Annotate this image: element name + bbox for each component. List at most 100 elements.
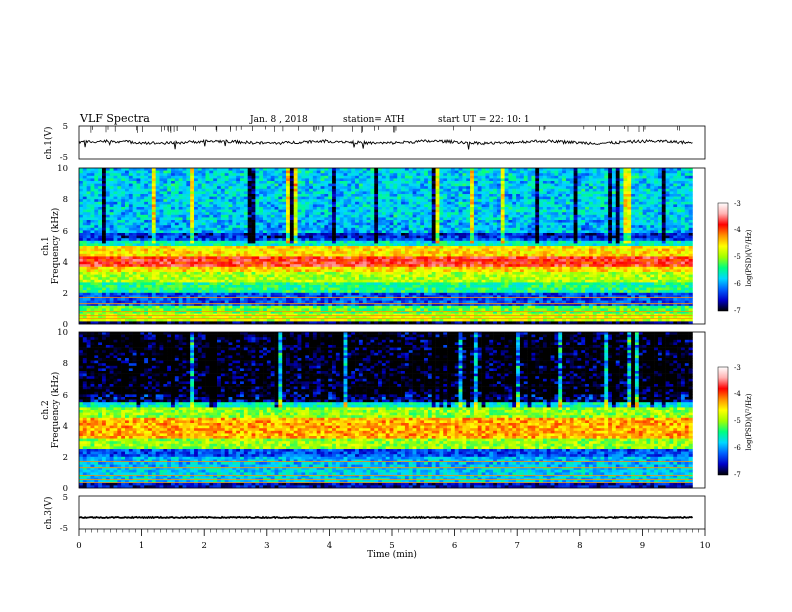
spectrogram-cell xyxy=(156,277,160,280)
spectrogram-cell xyxy=(102,197,106,200)
spectrogram-cell xyxy=(298,254,302,257)
spectrogram-cell xyxy=(378,293,382,296)
spectrogram-cell xyxy=(286,173,290,176)
spectrogram-cell xyxy=(183,228,187,231)
spectrogram-cell xyxy=(282,207,286,210)
spectrogram-cell xyxy=(317,186,321,189)
spectrogram-cell xyxy=(340,173,344,176)
spectrogram-cell xyxy=(202,220,206,223)
spectrogram-cell xyxy=(225,171,229,174)
spectrogram-cell xyxy=(232,267,236,270)
spectrogram-cell xyxy=(378,241,382,244)
spectrogram-cell xyxy=(229,173,233,176)
spectrogram-cell xyxy=(321,178,325,181)
spectrogram-cell xyxy=(217,204,221,207)
spectrogram-cell xyxy=(252,241,256,244)
spectrogram-cell xyxy=(321,251,325,254)
spectrogram-cell xyxy=(382,171,386,174)
spectrogram-cell xyxy=(370,254,374,257)
spectrogram-cell xyxy=(332,243,336,246)
spectrogram-cell xyxy=(359,259,363,262)
spectrogram-cell xyxy=(129,233,133,236)
spectrogram-cell xyxy=(359,186,363,189)
spectrogram-cell xyxy=(248,204,252,207)
spectrogram-cell xyxy=(374,259,378,262)
spectrogram-cell xyxy=(137,204,141,207)
spectrogram-cell xyxy=(344,225,348,228)
spectrogram-cell xyxy=(110,256,114,259)
spectrogram-cell xyxy=(340,233,344,236)
spectrogram-cell xyxy=(206,285,210,288)
spectrogram-cell xyxy=(106,217,110,220)
spectrogram-cell xyxy=(301,191,305,194)
spectrogram-cell xyxy=(301,301,305,304)
spectrogram-cell xyxy=(355,176,359,179)
spectrogram-cell xyxy=(94,207,98,210)
spectrogram-cell xyxy=(259,189,263,192)
spectrogram-cell xyxy=(351,212,355,215)
spectrogram-cell xyxy=(367,277,371,280)
spectrogram-cell xyxy=(202,181,206,184)
spectrogram-cell xyxy=(278,251,282,254)
spectrogram-cell xyxy=(229,269,233,272)
spectrogram-cell xyxy=(121,225,125,228)
spectrogram-cell xyxy=(370,249,374,252)
spectrogram-cell xyxy=(87,293,91,296)
spectrogram-cell xyxy=(278,246,282,249)
spectrogram-cell xyxy=(267,246,271,249)
spectrogram-cell xyxy=(221,184,225,187)
spectrogram-cell xyxy=(259,191,263,194)
spectrogram-cell xyxy=(351,223,355,226)
spectrogram-cell xyxy=(328,236,332,239)
spectrogram-cell xyxy=(351,202,355,205)
spectrogram-cell xyxy=(336,236,340,239)
spectrogram-cell xyxy=(252,184,256,187)
spectrogram-cell xyxy=(332,251,336,254)
spectrogram-cell xyxy=(110,186,114,189)
spectrogram-cell xyxy=(386,319,390,322)
spectrogram-cell xyxy=(263,280,267,283)
spectrogram-cell xyxy=(148,280,152,283)
spectrogram-cell xyxy=(263,202,267,205)
spectrogram-cell xyxy=(140,186,144,189)
spectrogram-cell xyxy=(125,215,129,218)
spectrogram-cell xyxy=(347,212,351,215)
spectrogram-cell xyxy=(374,178,378,181)
spectrogram-cell xyxy=(198,272,202,275)
spectrogram-cell xyxy=(133,223,137,226)
spectrogram-cell xyxy=(225,194,229,197)
spectrogram-cell xyxy=(259,241,263,244)
spectrogram-cell xyxy=(202,264,206,267)
spectrogram-cell xyxy=(114,280,118,283)
spectrogram-cell xyxy=(179,262,183,265)
spectrogram-cell xyxy=(321,173,325,176)
spectrogram-cell xyxy=(244,298,248,301)
spectrogram-cell xyxy=(202,293,206,296)
spectrogram-cell xyxy=(240,223,244,226)
spectrogram-cell xyxy=(355,189,359,192)
spectrogram-cell xyxy=(206,168,210,171)
spectrogram-cell xyxy=(328,230,332,233)
spectrogram-cell xyxy=(236,264,240,267)
spectrogram-cell xyxy=(252,207,256,210)
spectrogram-cell xyxy=(351,217,355,220)
spectrogram-cell xyxy=(340,285,344,288)
spectrogram-cell xyxy=(106,215,110,218)
spectrogram-cell xyxy=(190,230,194,233)
spectrogram-cell xyxy=(378,233,382,236)
spectrogram-cell xyxy=(275,168,279,171)
spectrogram-cell xyxy=(374,277,378,280)
spectrogram-cell xyxy=(87,285,91,288)
spectrogram-cell xyxy=(374,176,378,179)
spectrogram-cell xyxy=(336,225,340,228)
spectrogram-cell xyxy=(98,189,102,192)
spectrogram-cell xyxy=(213,308,217,311)
spectrogram-cell xyxy=(152,301,156,304)
spectrogram-cell xyxy=(328,199,332,202)
spectrogram-cell xyxy=(209,225,213,228)
spectrogram-cell xyxy=(137,251,141,254)
spectrogram-cell xyxy=(317,184,321,187)
spectrogram-cell xyxy=(355,301,359,304)
spectrogram-cell xyxy=(286,301,290,304)
spectrogram-cell xyxy=(263,301,267,304)
